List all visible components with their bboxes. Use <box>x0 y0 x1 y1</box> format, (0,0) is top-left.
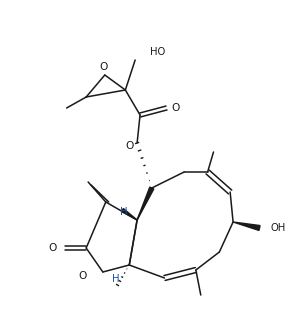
Polygon shape <box>233 222 260 230</box>
Text: O: O <box>100 62 108 72</box>
Text: OH: OH <box>270 223 285 233</box>
Text: H: H <box>112 274 119 284</box>
Text: H: H <box>120 207 127 217</box>
Text: O: O <box>78 271 86 281</box>
Text: O: O <box>125 141 133 151</box>
Text: O: O <box>49 243 57 253</box>
Polygon shape <box>122 209 137 220</box>
Text: O: O <box>171 103 179 113</box>
Polygon shape <box>137 187 154 220</box>
Text: HO: HO <box>150 47 165 57</box>
